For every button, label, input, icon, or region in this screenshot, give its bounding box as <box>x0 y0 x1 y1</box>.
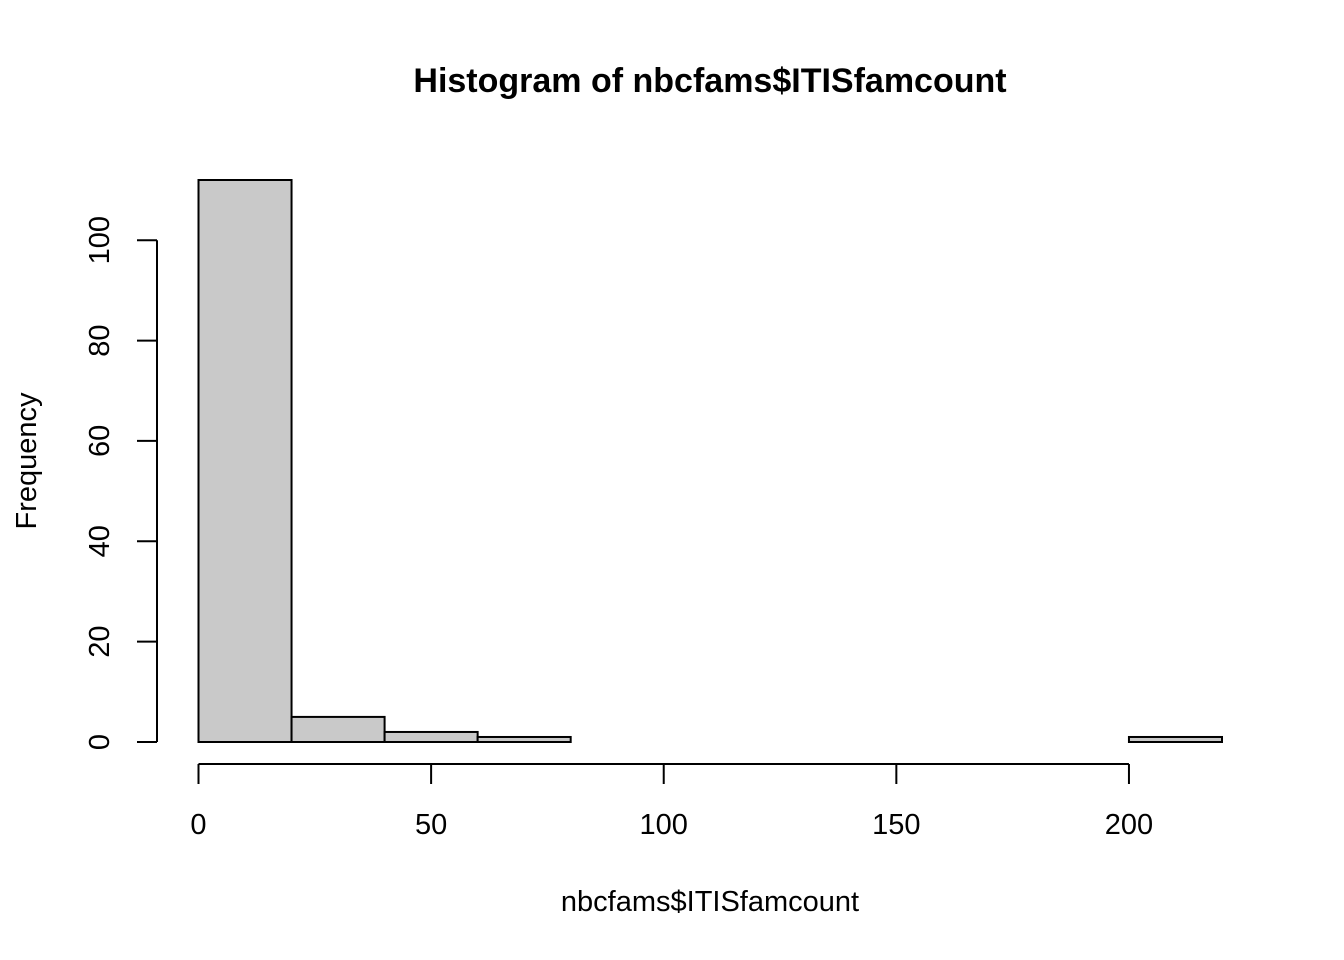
x-axis: 0 50 100 150 200 <box>190 763 1153 841</box>
histogram-bar-3 <box>476 735 572 743</box>
histogram-bar-1 <box>290 715 386 743</box>
x-tick-label-200: 200 <box>1105 809 1153 841</box>
y-axis: 0 20 40 60 80 100 <box>84 216 158 750</box>
y-tick-label-80: 80 <box>84 324 116 356</box>
y-tick-label-60: 60 <box>84 425 116 457</box>
y-tick-label-100: 100 <box>84 216 116 264</box>
y-tick-label-0: 0 <box>84 734 116 750</box>
bars-group <box>197 179 1224 744</box>
x-axis-label: nbcfams$ITISfamcount <box>561 886 859 918</box>
y-tick-label-40: 40 <box>84 525 116 557</box>
x-tick-label-150: 150 <box>872 809 920 841</box>
x-tick-label-100: 100 <box>640 809 688 841</box>
histogram-bar-0 <box>197 179 293 743</box>
histogram-bar-10 <box>1127 735 1224 743</box>
x-tick-label-50: 50 <box>415 809 447 841</box>
chart-title: Histogram of nbcfams$ITISfamcount <box>413 62 1006 100</box>
x-tick-label-0: 0 <box>190 809 206 841</box>
y-axis-label: Frequency <box>11 392 43 530</box>
y-tick-label-20: 20 <box>84 626 116 658</box>
histogram-bar-2 <box>383 730 479 744</box>
